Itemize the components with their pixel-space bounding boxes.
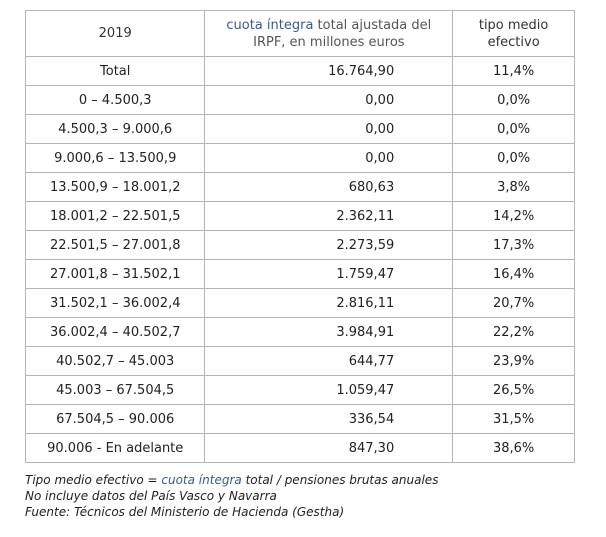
table-cell: Total (24, 56, 206, 86)
table-row: 18.001,2 – 22.501,5 2.362,11 14,2% (24, 201, 575, 231)
data-table: 2019 cuota íntegra total ajustada del IR… (24, 10, 575, 463)
table-cell: 0 – 4.500,3 (24, 85, 206, 115)
table-row: 45.003 – 67.504,5 1.059,47 26,5% (24, 375, 575, 405)
table-row: 13.500,9 – 18.001,2 680,63 3,8% (24, 172, 575, 202)
table-cell: 0,0% (452, 85, 575, 115)
table-cell: 1.759,47 (204, 259, 454, 289)
note: No incluye datos del País Vasco y Navarr… (25, 489, 277, 503)
table-cell: 31.502,1 – 36.002,4 (24, 288, 206, 318)
table-cell: 0,00 (204, 85, 454, 115)
table-cell: 36.002,4 – 40.502,7 (24, 317, 206, 347)
table-cell: 644,77 (204, 346, 454, 376)
notes: Tipo medio efectivo = cuota íntegra tota… (25, 472, 438, 520)
table-cell: 18.001,2 – 22.501,5 (24, 201, 206, 231)
table-cell: 16,4% (452, 259, 575, 289)
table-cell: 3.984,91 (204, 317, 454, 347)
table-cell: 31,5% (452, 404, 575, 434)
table-row: 22.501,5 – 27.001,8 2.273,59 17,3% (24, 230, 575, 260)
table-row: 27.001,8 – 31.502,1 1.759,47 16,4% (24, 259, 575, 289)
table-row: 90.006 - En adelante 847,30 38,6% (24, 433, 575, 463)
table-cell: 0,0% (452, 114, 575, 144)
table-cell: 4.500,3 – 9.000,6 (24, 114, 206, 144)
table-cell: 9.000,6 – 13.500,9 (24, 143, 206, 173)
table-row: 9.000,6 – 13.500,9 0,00 0,0% (24, 143, 575, 173)
table-row: 67.504,5 – 90.006 336,54 31,5% (24, 404, 575, 434)
table-cell: 27.001,8 – 31.502,1 (24, 259, 206, 289)
table-row: 31.502,1 – 36.002,4 2.816,11 20,7% (24, 288, 575, 318)
table-cell: 26,5% (452, 375, 575, 405)
table-cell: 38,6% (452, 433, 575, 463)
header-highlight: cuota íntegra (226, 17, 314, 33)
table-cell: 2.816,11 (204, 288, 454, 318)
note: Fuente: Técnicos del Ministerio de Hacie… (25, 505, 345, 519)
header-cell: cuota íntegra total ajustada del IRPF, e… (204, 10, 454, 57)
table-cell: 14,2% (452, 201, 575, 231)
header-cell: 2019 (24, 10, 206, 57)
table-row: 40.502,7 – 45.003 644,77 23,9% (24, 346, 575, 376)
table-row: 4.500,3 – 9.000,6 0,00 0,0% (24, 114, 575, 144)
table-cell: 90.006 - En adelante (24, 433, 206, 463)
table-cell: 3,8% (452, 172, 575, 202)
table-cell: 40.502,7 – 45.003 (24, 346, 206, 376)
table-head: 2019 cuota íntegra total ajustada del IR… (24, 10, 575, 57)
header-row: 2019 cuota íntegra total ajustada del IR… (24, 10, 575, 57)
table-cell: 336,54 (204, 404, 454, 434)
header-cell: tipo medio efectivo (452, 10, 575, 57)
table-cell: 22.501,5 – 27.001,8 (24, 230, 206, 260)
table-row: 36.002,4 – 40.502,7 3.984,91 22,2% (24, 317, 575, 347)
table-row: 0 – 4.500,3 0,00 0,0% (24, 85, 575, 115)
note: Tipo medio efectivo = cuota íntegra tota… (25, 472, 438, 488)
table-cell: 2.273,59 (204, 230, 454, 260)
table-cell: 0,0% (452, 143, 575, 173)
table-cell: 0,00 (204, 114, 454, 144)
note-highlight: cuota íntegra (161, 473, 242, 487)
table-cell: 22,2% (452, 317, 575, 347)
table-cell: 11,4% (452, 56, 575, 86)
table-cell: 17,3% (452, 230, 575, 260)
table-cell: 0,00 (204, 143, 454, 173)
table-cell: 1.059,47 (204, 375, 454, 405)
note-text: total / pensiones brutas anuales (245, 473, 439, 487)
table-cell: 45.003 – 67.504,5 (24, 375, 206, 405)
table-cell: 680,63 (204, 172, 454, 202)
table-cell: 16.764,90 (204, 56, 454, 86)
table-cell: 20,7% (452, 288, 575, 318)
header-text: total ajustada del IRPF, en millones eur… (253, 17, 432, 50)
note-text: Tipo medio efectivo = (25, 473, 158, 487)
table-body: Total 16.764,90 11,4% 0 – 4.500,3 0,00 0,0% 4.… (24, 56, 575, 463)
table-cell: 23,9% (452, 346, 575, 376)
table-cell: 67.504,5 – 90.006 (24, 404, 206, 434)
table-cell: 847,30 (204, 433, 454, 463)
table-row: Total 16.764,90 11,4% (24, 56, 575, 86)
table-cell: 13.500,9 – 18.001,2 (24, 172, 206, 202)
table-cell: 2.362,11 (204, 201, 454, 231)
